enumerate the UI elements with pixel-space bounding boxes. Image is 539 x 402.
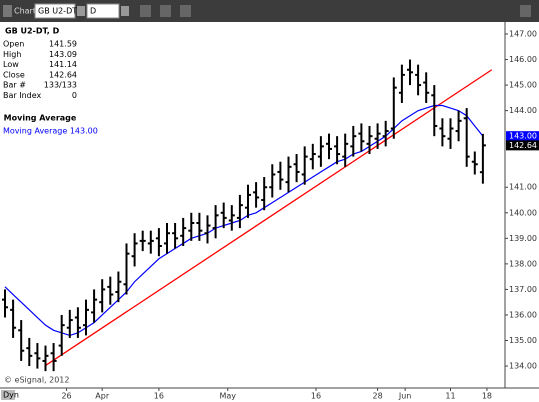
info-label: High [3,50,21,59]
info-label: Low [3,60,19,69]
x-tick-label: 16 [154,392,164,401]
info-value: 141.59 [49,40,77,49]
x-tick-label: Jun [398,392,412,401]
info-value: 143.09 [49,50,77,59]
y-tick-label: 134.00 [509,362,537,371]
close-button[interactable] [520,5,531,17]
tool-button[interactable] [140,5,151,17]
info-value: 0 [72,91,77,100]
y-tick-label: 140.00 [509,208,537,217]
tool-button[interactable] [160,5,171,17]
x-tick-label: 11 [445,392,455,401]
x-tick-label: May [219,392,236,401]
info-value: 133/133 [44,81,77,90]
y-tick-label: 136.00 [509,310,537,319]
last-value-box [506,131,539,142]
copyright: © eSignal, 2012 [4,376,69,385]
interval-input[interactable] [86,3,120,19]
info-heading: GB U2-DT, D [5,27,60,36]
window-icon [3,5,12,17]
info-value: 142.64 [49,70,77,79]
interval-text: D [90,7,96,16]
tool-button[interactable] [180,5,191,17]
x-tick-label: 16 [311,392,321,401]
x-tick-label: Apr [95,392,110,401]
study-value: Moving Average 143.00 [3,127,98,136]
x-tick-label: 26 [61,392,71,401]
trendline [44,69,493,367]
info-label: Close [3,70,25,79]
y-tick-label: 146.00 [509,55,537,64]
y-tick-label: 141.00 [509,183,537,192]
info-label: Open [3,40,24,49]
y-tick-label: 138.00 [509,259,537,268]
symbol-input[interactable] [34,3,76,19]
dyn-box[interactable] [1,390,15,400]
toolbar-title: Chart [14,7,36,16]
y-tick-label: 139.00 [509,234,537,243]
last-value-label: 142.64 [509,141,537,150]
moving-average [4,104,484,337]
dyn-label: Dyn [3,391,19,400]
y-tick-label: 144.00 [509,106,537,115]
y-tick-label: 137.00 [509,285,537,294]
last-value-box [506,140,539,151]
x-tick-label: 28 [372,392,382,401]
interval-dropdown[interactable] [121,6,129,16]
info-panel [1,23,79,139]
y-tick-label: 145.00 [509,81,537,90]
symbol-dropdown[interactable] [77,6,85,16]
info-label: Bar # [3,81,26,90]
y-tick-label: 135.00 [509,336,537,345]
y-tick-label: 147.00 [509,30,537,39]
symbol-text: GB U2-DT [38,7,77,16]
last-value-label: 143.00 [509,132,537,141]
info-value: 141.14 [49,60,77,69]
info-label: Bar Index [3,91,42,100]
study-name: Moving Average [4,114,77,123]
plot-background [0,22,539,402]
toolbar [0,0,539,22]
x-tick-label: 18 [482,392,492,401]
